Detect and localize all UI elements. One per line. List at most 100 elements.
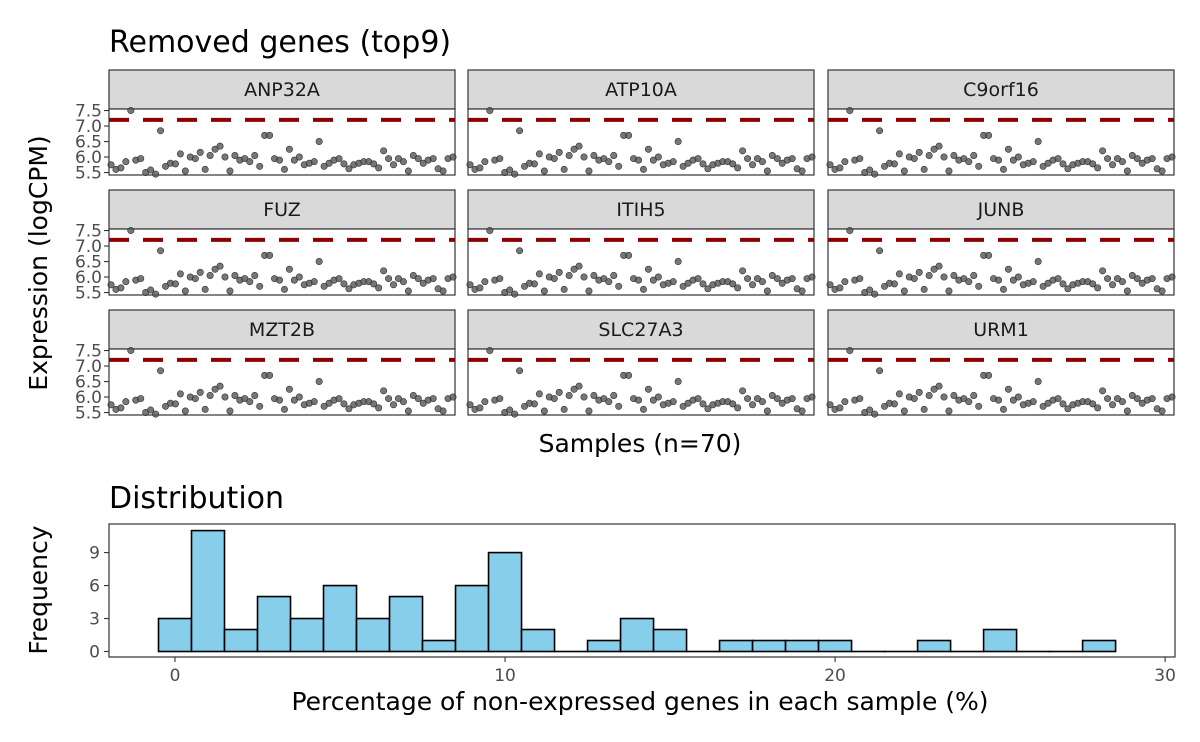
data-point [211,265,219,273]
data-point [654,153,662,161]
y-tick-label: 7.0 [75,237,102,257]
data-point [635,396,643,404]
data-point [137,155,145,163]
data-point [496,275,504,283]
y-tick-label: 6.5 [75,133,102,153]
data-point [241,155,249,163]
data-point [654,393,662,401]
facet-strip-label: ANP32A [244,79,320,101]
data-point [226,167,234,175]
data-point [590,271,598,279]
data-point [266,371,274,379]
histogram-bar [718,639,754,653]
data-point [699,160,707,168]
data-point [649,276,657,284]
data-point [960,275,968,283]
data-point [669,158,677,166]
data-point [506,406,514,414]
data-point [256,402,264,410]
data-point [1113,155,1121,163]
histogram-bar [520,628,556,653]
data-point [394,275,402,283]
data-point [216,262,224,270]
data-point [920,165,928,173]
data-point [826,161,834,169]
data-point [773,395,781,403]
facet-strip [467,189,815,230]
data-point [635,276,643,284]
histogram-bar [355,617,391,653]
top-y-axis-title: Expression (logCPM) [24,135,53,390]
y-tick-label: 0 [89,643,100,663]
data-point [345,165,353,173]
data-point [876,127,884,135]
data-point [565,151,573,159]
data-point [1113,395,1121,403]
facet-strip-label: ATP10A [605,79,677,101]
data-point [399,158,407,166]
data-point [171,400,179,408]
data-point [753,395,761,403]
data-point [181,407,189,415]
data-point [704,405,712,413]
data-point [625,131,633,139]
data-point [960,395,968,403]
data-point [1059,160,1067,168]
data-point [600,155,608,163]
data-point [575,142,583,150]
data-point [808,393,816,401]
data-point [876,247,884,255]
data-point [550,275,558,283]
data-point [1044,279,1052,287]
facet-panel: ATP10A [466,69,816,178]
data-point [231,271,239,279]
facet-strip-label: MZT2B [249,319,315,341]
data-point [644,385,652,393]
data-point [560,405,568,413]
data-point [285,265,293,273]
data-point [550,155,558,163]
data-point [753,275,761,283]
data-point [1158,167,1166,175]
data-point [985,251,993,259]
data-point [910,155,918,163]
data-point [1059,280,1067,288]
data-point [340,400,348,408]
histogram-bar [619,617,655,653]
data-point [1009,396,1017,404]
data-point [758,398,766,406]
data-point [196,388,204,396]
data-point [729,280,737,288]
data-point [171,280,179,288]
data-point [320,402,328,410]
data-point [1104,155,1112,163]
y-tick-label: 7.5 [75,342,102,362]
data-point [1104,395,1112,403]
data-point [206,391,214,399]
data-point [206,151,214,159]
data-point [856,275,864,283]
data-point [995,396,1003,404]
data-point [325,399,333,407]
data-point [570,265,578,273]
data-point [216,142,224,150]
data-point [890,160,898,168]
data-point [679,282,687,290]
data-point [375,284,383,292]
data-point [778,399,786,407]
data-point [739,147,747,155]
data-point [1094,404,1102,412]
data-point [511,410,519,418]
data-point [201,285,209,293]
data-point [935,262,943,270]
histogram-panel: 0 3 6 9 0 10 20 30 [89,523,1176,686]
data-point [1054,275,1062,283]
data-point [496,395,504,403]
data-point [826,281,834,289]
facet-panel: ITIH5 [466,189,816,298]
data-point [585,167,593,175]
data-point [176,390,184,398]
data-point [176,150,184,158]
data-point [511,170,519,178]
data-point [1168,273,1176,281]
